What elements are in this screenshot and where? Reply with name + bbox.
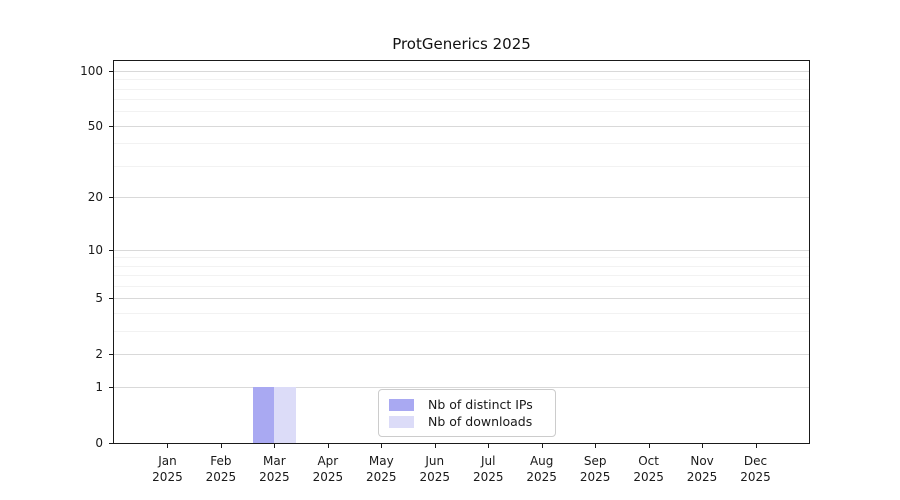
x-tick-year: 2025 [740, 470, 771, 484]
bar-nb-of-distinct-ips [252, 387, 275, 443]
y-gridline-major [114, 354, 809, 356]
y-tick-mark [109, 443, 113, 444]
x-tick-mark [434, 444, 436, 448]
x-tick-month: Feb [210, 454, 232, 468]
legend: Nb of distinct IPs Nb of downloads [378, 389, 556, 437]
y-gridline-minor [114, 111, 809, 113]
y-tick-mark [109, 354, 113, 356]
x-tick-month: Oct [638, 454, 659, 468]
x-tick-mark [755, 444, 757, 448]
x-tick-mark [167, 444, 169, 448]
chart-title: ProtGenerics 2025 [392, 35, 531, 53]
y-tick-label: 10 [87, 242, 103, 257]
x-tick-month: Jun [425, 454, 445, 468]
x-tick-month: Sep [583, 454, 607, 468]
x-tick-mark [488, 444, 490, 448]
x-tick-month: Apr [317, 454, 339, 468]
y-tick-label: 1 [95, 380, 103, 395]
x-tick-month: Dec [743, 454, 768, 468]
y-gridline-minor [114, 88, 809, 90]
y-gridline-major [114, 125, 809, 127]
y-gridline-minor [114, 286, 809, 288]
x-tick-mark [327, 444, 329, 448]
x-tick-year: 2025 [579, 470, 611, 484]
x-tick-year: 2025 [312, 470, 344, 484]
y-tick-label: 2 [95, 347, 103, 362]
x-tick-month: Jan [158, 454, 177, 468]
y-gridline-major [114, 298, 809, 300]
x-tick-label: Sep 2025 [567, 453, 623, 485]
legend-entry-downloads: Nb of downloads [389, 413, 545, 430]
x-tick-label: Jun 2025 [407, 453, 463, 485]
x-tick-year: 2025 [526, 470, 557, 484]
x-tick-label: Oct 2025 [621, 453, 677, 485]
y-tick-mark [109, 249, 113, 251]
legend-entry-distinct-ips: Nb of distinct IPs [389, 396, 545, 413]
x-tick-label: Jul 2025 [460, 453, 516, 485]
x-tick-year: 2025 [152, 470, 183, 484]
legend-swatch-downloads [389, 415, 414, 428]
x-tick-year: 2025 [472, 470, 504, 484]
x-tick-month: Nov [690, 454, 714, 468]
y-tick-mark [109, 387, 113, 389]
y-tick-label: 50 [87, 118, 103, 133]
y-gridline-minor [114, 313, 809, 315]
y-gridline-major [114, 249, 809, 251]
x-tick-label: Mar 2025 [246, 453, 302, 485]
y-gridline-major [114, 387, 809, 389]
bar-nb-of-downloads [274, 387, 296, 443]
y-gridline-minor [114, 79, 809, 81]
y-tick-mark [109, 70, 113, 72]
x-tick-mark [381, 444, 383, 448]
x-tick-year: 2025 [259, 470, 290, 484]
y-tick-label: 5 [95, 291, 103, 306]
legend-label-distinct-ips: Nb of distinct IPs [428, 397, 533, 412]
x-tick-label: Nov 2025 [674, 453, 730, 485]
y-gridline-minor [114, 331, 809, 333]
x-tick-label: Dec 2025 [728, 453, 784, 485]
x-tick-month: Jul [480, 454, 496, 468]
legend-label-downloads: Nb of downloads [428, 414, 533, 429]
x-tick-mark [541, 444, 543, 448]
x-tick-label: Apr 2025 [300, 453, 356, 485]
x-tick-mark [648, 444, 650, 448]
y-tick-label: 100 [80, 63, 103, 78]
y-gridline-minor [114, 143, 809, 145]
x-tick-label: Feb 2025 [193, 453, 249, 485]
x-tick-label: May 2025 [353, 453, 409, 485]
x-tick-mark [274, 444, 276, 448]
y-gridline-major [114, 197, 809, 199]
x-tick-mark [702, 444, 704, 448]
y-gridline-minor [114, 265, 809, 267]
x-tick-year: 2025 [366, 470, 397, 484]
y-tick-mark [109, 197, 113, 199]
x-tick-label: Jan 2025 [139, 453, 195, 485]
y-tick-mark [109, 125, 113, 127]
x-tick-month: Mar [263, 454, 286, 468]
x-tick-year: 2025 [419, 470, 451, 484]
y-gridline-minor [114, 275, 809, 277]
y-gridline-major [114, 70, 809, 72]
x-tick-year: 2025 [205, 470, 237, 484]
y-tick-mark [109, 298, 113, 300]
x-tick-year: 2025 [633, 470, 664, 484]
x-tick-mark [220, 444, 222, 448]
legend-swatch-distinct-ips [389, 398, 414, 411]
y-gridline-minor [114, 166, 809, 168]
x-tick-mark [595, 444, 597, 448]
y-tick-label: 0 [95, 436, 103, 450]
x-tick-month: May [368, 454, 394, 468]
plot-area: Nb of distinct IPs Nb of downloads [113, 60, 810, 444]
y-tick-label: 20 [87, 190, 103, 205]
x-tick-month: Aug [529, 454, 554, 468]
y-gridline-minor [114, 99, 809, 101]
x-tick-label: Aug 2025 [514, 453, 570, 485]
x-tick-year: 2025 [686, 470, 718, 484]
y-gridline-minor [114, 257, 809, 259]
